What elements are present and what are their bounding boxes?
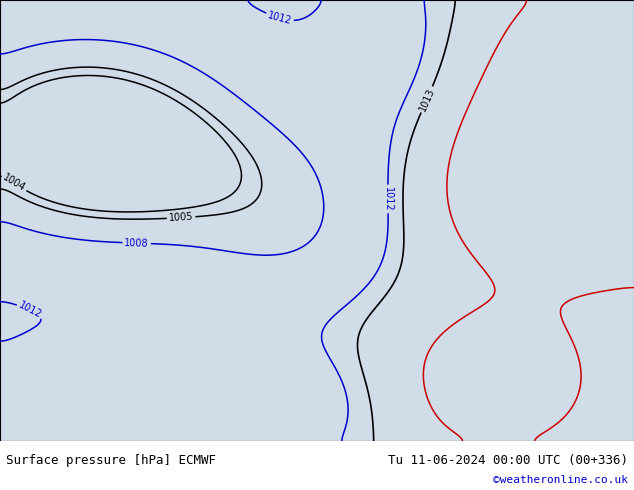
Text: 1012: 1012 [17,300,43,320]
Text: Surface pressure [hPa] ECMWF: Surface pressure [hPa] ECMWF [6,454,216,467]
Text: 1005: 1005 [169,212,194,223]
Text: Tu 11-06-2024 00:00 UTC (00+336): Tu 11-06-2024 00:00 UTC (00+336) [387,454,628,467]
Text: 1012: 1012 [383,187,393,211]
Text: 1013: 1013 [417,86,436,113]
Text: 1012: 1012 [266,10,293,26]
Text: 1008: 1008 [124,238,149,248]
Text: ©weatheronline.co.uk: ©weatheronline.co.uk [493,475,628,485]
Text: 1004: 1004 [1,172,27,194]
